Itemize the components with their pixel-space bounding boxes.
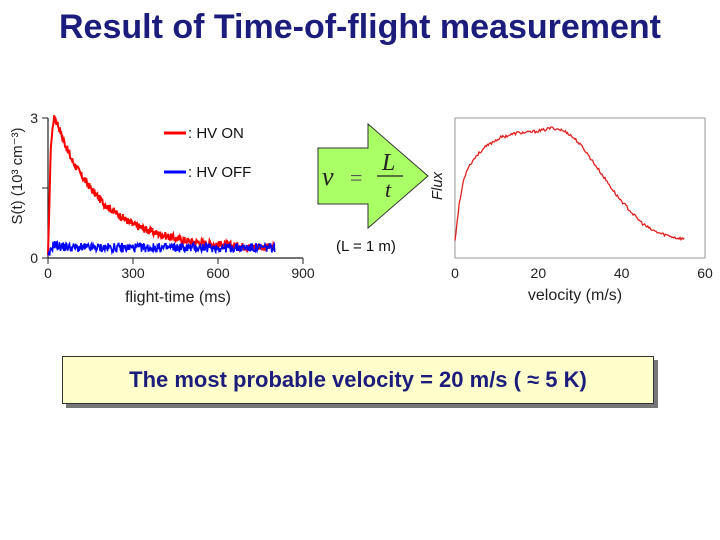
- tof-y-tick-label: 0: [30, 250, 38, 266]
- formula-equals: =: [350, 165, 362, 190]
- velocity-y-axis-label: Flux: [429, 171, 446, 200]
- velocity-x-axis-label: velocity (m/s): [528, 287, 622, 304]
- velocity-x-tick-label: 0: [451, 265, 459, 281]
- formula-denominator: t: [385, 177, 392, 202]
- formula-numerator: L: [381, 150, 395, 176]
- tof-y-tick-label: 3: [30, 110, 38, 126]
- conclusion-box: The most probable velocity = 20 m/s ( ≈ …: [62, 356, 654, 404]
- velocity-x-tick-label: 20: [531, 265, 547, 281]
- legend-label-hv-off: : HV OFF: [188, 164, 251, 181]
- length-note: (L = 1 m): [336, 238, 396, 255]
- tof-x-tick-label: 900: [291, 265, 315, 281]
- tof-x-tick-label: 300: [121, 265, 145, 281]
- velocity-x-tick-label: 40: [614, 265, 630, 281]
- conclusion-text: The most probable velocity = 20 m/s ( ≈ …: [129, 367, 587, 392]
- velocity-plot-frame: [454, 117, 706, 259]
- slide-title: Result of Time-of-flight measurement: [59, 8, 661, 46]
- series-line-hv-off: [47, 240, 276, 256]
- tof-x-axis-label: flight-time (ms): [125, 289, 231, 306]
- tof-y-axis-label: S(t) (10³ cm⁻³): [9, 127, 26, 224]
- formula-lhs: v: [322, 162, 334, 191]
- series-line-flux: [454, 126, 685, 242]
- arrow-shape: [317, 122, 429, 230]
- tof-x-tick-label: 0: [44, 265, 52, 281]
- legend-label-hv-on: : HV ON: [188, 125, 244, 142]
- tof-x-tick-label: 600: [206, 265, 230, 281]
- velocity-x-tick-label: 60: [697, 265, 713, 281]
